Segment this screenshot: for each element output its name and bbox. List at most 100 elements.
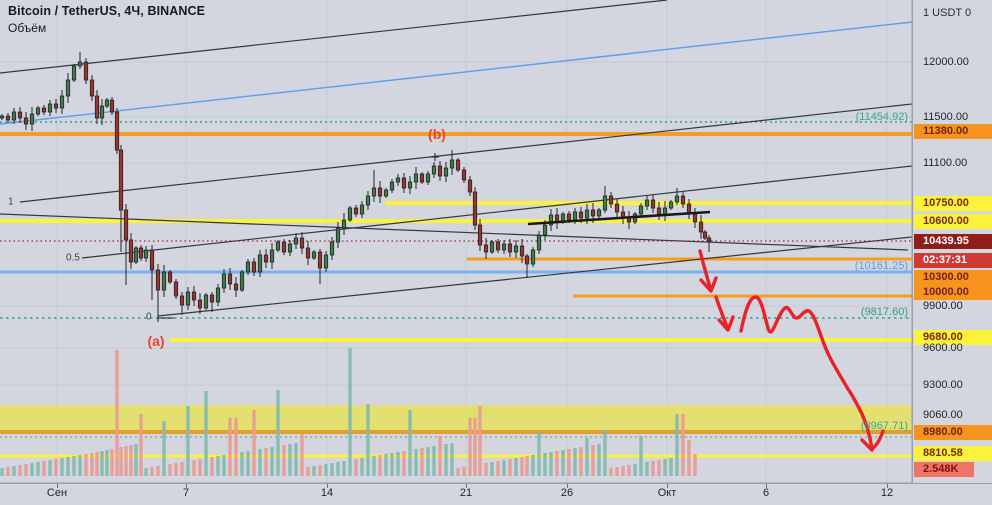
candlestick[interactable]	[317, 251, 323, 269]
candlestick[interactable]	[674, 195, 680, 203]
candlestick[interactable]	[501, 243, 507, 251]
candlestick[interactable]	[329, 241, 335, 256]
forecast-arrow-drawing[interactable]	[870, 429, 885, 451]
candlestick[interactable]	[602, 195, 608, 211]
candlestick[interactable]	[269, 249, 275, 263]
candlestick[interactable]	[59, 95, 65, 109]
candlestick[interactable]	[377, 187, 383, 197]
candlestick[interactable]	[179, 295, 185, 306]
support-zone-band[interactable]	[0, 405, 912, 431]
candlestick[interactable]	[371, 187, 377, 197]
candlestick[interactable]	[299, 237, 305, 249]
candlestick[interactable]	[566, 213, 572, 221]
trendline[interactable]	[0, 0, 668, 74]
candlestick[interactable]	[383, 189, 389, 197]
candlestick[interactable]	[702, 231, 708, 239]
candlestick[interactable]	[323, 254, 329, 269]
candlestick[interactable]	[173, 281, 179, 297]
candlestick[interactable]	[35, 107, 41, 115]
candlestick[interactable]	[519, 245, 525, 257]
candlestick[interactable]	[395, 177, 401, 183]
candlestick[interactable]	[347, 207, 353, 221]
candlestick[interactable]	[644, 199, 650, 207]
candlestick[interactable]	[467, 179, 473, 193]
candlestick[interactable]	[401, 177, 407, 189]
candlestick[interactable]	[185, 291, 191, 306]
candlestick[interactable]	[114, 111, 120, 151]
candlestick[interactable]	[257, 254, 263, 273]
candlestick[interactable]	[489, 241, 495, 253]
candlestick[interactable]	[706, 237, 712, 242]
candlestick[interactable]	[353, 207, 359, 215]
candlestick[interactable]	[698, 221, 704, 233]
volume-indicator-legend[interactable]: Объём	[8, 21, 47, 35]
candlestick[interactable]	[275, 241, 281, 251]
candlestick[interactable]	[215, 287, 221, 303]
candlestick[interactable]	[455, 159, 461, 171]
candlestick[interactable]	[662, 207, 668, 215]
candlestick[interactable]	[71, 65, 77, 81]
candlestick[interactable]	[548, 214, 554, 226]
price-axis[interactable]: 1 USDT 0 12000.00 11500.00 11380.00 11100.0…	[912, 0, 992, 483]
candlestick[interactable]	[138, 247, 144, 259]
forecast-arrow-drawing[interactable]	[860, 438, 874, 452]
candlestick[interactable]	[5, 115, 11, 121]
trendline[interactable]	[157, 236, 912, 317]
candlestick[interactable]	[89, 79, 95, 97]
candlestick[interactable]	[128, 239, 134, 263]
trendline[interactable]	[0, 21, 912, 125]
candlestick[interactable]	[692, 213, 698, 223]
candlestick[interactable]	[263, 254, 269, 263]
candlestick[interactable]	[29, 113, 35, 125]
candlestick[interactable]	[23, 117, 29, 125]
candlestick[interactable]	[495, 241, 501, 251]
candlestick[interactable]	[94, 95, 100, 119]
candlestick[interactable]	[143, 249, 149, 259]
candlestick[interactable]	[584, 209, 590, 219]
candlestick[interactable]	[590, 209, 596, 217]
candlestick[interactable]	[578, 211, 584, 219]
trendline[interactable]	[19, 103, 912, 203]
candlestick[interactable]	[155, 269, 161, 291]
forecast-arrow-drawing[interactable]	[717, 315, 735, 332]
candlestick[interactable]	[109, 99, 115, 113]
symbol-legend[interactable]: Bitcoin / TetherUS, 4Ч, BINANCE	[8, 4, 206, 18]
candlestick[interactable]	[668, 201, 674, 209]
candlestick[interactable]	[680, 195, 686, 205]
candlestick[interactable]	[425, 173, 431, 183]
candlestick[interactable]	[530, 249, 536, 265]
candlestick[interactable]	[293, 237, 299, 245]
candlestick[interactable]	[118, 149, 124, 211]
candlestick[interactable]	[161, 271, 167, 291]
candlestick[interactable]	[507, 243, 513, 253]
candlestick[interactable]	[53, 103, 59, 109]
candlestick[interactable]	[99, 105, 105, 119]
candlestick[interactable]	[245, 261, 251, 273]
candlestick[interactable]	[203, 294, 209, 309]
candlestick[interactable]	[251, 261, 257, 273]
candlestick[interactable]	[572, 211, 578, 221]
candlestick[interactable]	[413, 173, 419, 183]
candlestick[interactable]	[77, 61, 83, 67]
candlestick[interactable]	[656, 207, 662, 215]
candlestick[interactable]	[477, 224, 483, 246]
candlestick[interactable]	[167, 271, 173, 283]
elliott-wave-label[interactable]: (a)	[147, 333, 165, 349]
trendline-thick[interactable]	[527, 210, 711, 226]
candlestick[interactable]	[608, 195, 614, 205]
candlestick[interactable]	[483, 244, 489, 253]
candlestick[interactable]	[311, 251, 317, 259]
time-axis[interactable]: Сен 7 14 21 26 Окт 6 12	[0, 483, 992, 505]
candlestick[interactable]	[221, 273, 227, 289]
candlestick[interactable]	[191, 291, 197, 301]
candlestick[interactable]	[419, 173, 425, 183]
candlestick[interactable]	[341, 219, 347, 229]
candlestick[interactable]	[41, 107, 47, 113]
candlestick[interactable]	[47, 103, 53, 113]
candlestick[interactable]	[0, 115, 5, 119]
candlestick[interactable]	[365, 195, 371, 206]
candlestick[interactable]	[431, 165, 437, 175]
candlestick[interactable]	[472, 191, 478, 226]
candlestick[interactable]	[335, 227, 341, 243]
